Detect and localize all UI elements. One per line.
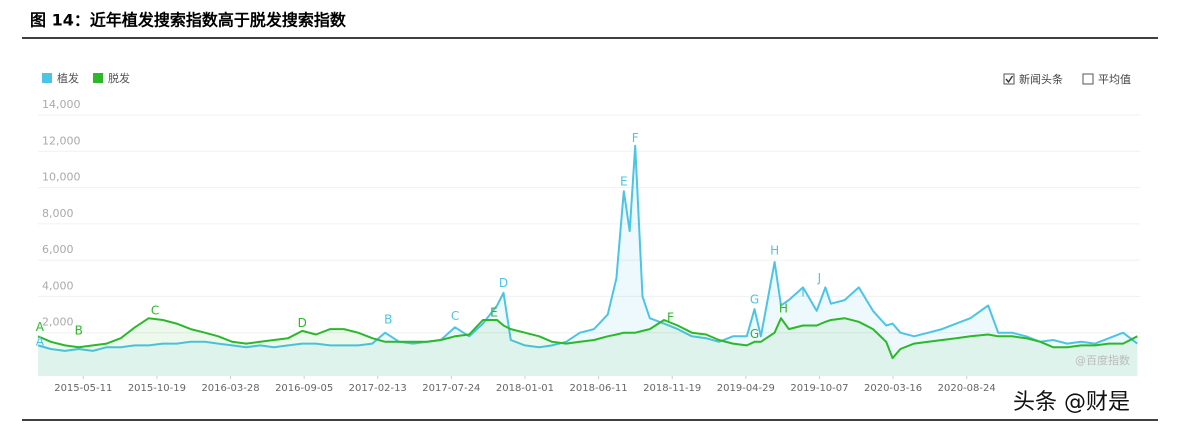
x-tick-label: 2016-03-28	[201, 383, 259, 394]
legend-swatch	[42, 73, 52, 83]
annotation: G	[750, 327, 759, 341]
annotation: H	[770, 244, 779, 258]
annotation: E	[490, 305, 498, 319]
x-tick-label: 2017-07-24	[422, 383, 480, 394]
x-tick-label: 2017-02-13	[349, 383, 407, 394]
annotation: J	[817, 271, 822, 285]
annotation: E	[620, 175, 628, 189]
y-tick-label: 4,000	[42, 279, 74, 292]
annotation: C	[451, 309, 459, 323]
series-line	[37, 144, 1138, 352]
x-tick-label: 2018-01-01	[496, 383, 554, 394]
watermark: 头条 @财是	[1013, 390, 1130, 415]
annotation: D	[499, 276, 508, 290]
control-label: 新闻头条	[1019, 72, 1063, 86]
series-area	[38, 145, 1138, 376]
x-tick-label: 2020-08-24	[938, 383, 996, 394]
checkbox-tick	[1005, 75, 1014, 84]
annotation: C	[151, 303, 159, 317]
annotation: F	[632, 131, 639, 145]
checkbox[interactable]	[1003, 73, 1015, 85]
control-label: 平均值	[1098, 73, 1131, 86]
annotation: B	[384, 313, 392, 327]
x-tick-label: 2015-05-11	[54, 383, 112, 394]
x-tick-label: 2016-09-05	[275, 383, 333, 394]
y-tick-label: 12,000	[42, 134, 81, 147]
watermark: @百度指数	[1075, 353, 1130, 367]
annotation: F	[667, 311, 674, 325]
checkbox[interactable]	[1082, 73, 1094, 85]
annotation: B	[75, 323, 83, 337]
x-tick-label: 2018-06-11	[570, 383, 628, 394]
annotation: D	[298, 316, 307, 330]
x-tick-label: 2015-10-19	[128, 383, 186, 394]
legend-label: 脱发	[108, 71, 130, 85]
x-tick-label: 2020-03-16	[864, 383, 922, 394]
x-tick-label: 2018-11-19	[643, 383, 701, 394]
y-tick-label: 2,000	[42, 316, 74, 329]
legend-label: 植发	[57, 71, 79, 85]
x-tick-label: 2019-10-07	[790, 383, 848, 394]
chart-title: 图 14：近年植发搜索指数高于脱发搜索指数	[30, 11, 347, 30]
annotation: G	[750, 293, 759, 307]
annotation: A	[36, 334, 45, 348]
y-tick-label: 14,000	[42, 98, 81, 111]
annotation: H	[779, 302, 788, 316]
series-line	[37, 317, 1138, 360]
series-area	[38, 318, 1138, 376]
legend-swatch	[93, 73, 103, 83]
annotation: A	[36, 320, 45, 334]
y-tick-label: 10,000	[42, 171, 81, 184]
x-tick-label: 2019-04-29	[717, 383, 775, 394]
y-tick-label: 6,000	[42, 243, 74, 256]
y-tick-label: 8,000	[42, 207, 74, 220]
annotation: I	[801, 285, 805, 299]
